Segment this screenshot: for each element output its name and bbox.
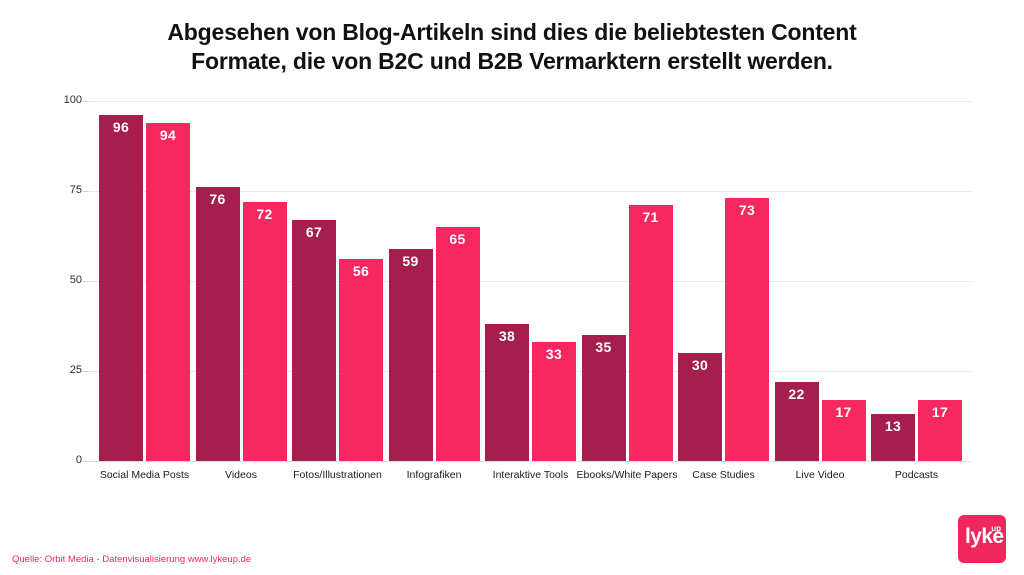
gridline-25 <box>88 371 971 372</box>
y-tick-mark-0 <box>83 461 89 462</box>
x-axis-label-1: Videos <box>225 469 257 481</box>
bar-value-label: 35 <box>595 339 612 355</box>
bar-b2b-0[interactable]: 94 <box>146 122 190 461</box>
lyke-logo: lyke up <box>958 515 1006 563</box>
bar-value-label: 71 <box>642 209 659 226</box>
y-axis-label-0: 0 <box>75 454 82 466</box>
y-axis-label-100: 100 <box>63 94 82 106</box>
bar-value-label: 67 <box>305 223 323 240</box>
y-tick-mark-25 <box>83 371 89 372</box>
title-line-2: Formate, die von B2C und B2B Vermarktern… <box>191 48 833 74</box>
bar-b2c-0[interactable]: 96 <box>99 115 143 461</box>
bar-value-label: 65 <box>449 231 466 247</box>
bar-b2b-8[interactable]: 17 <box>918 399 962 461</box>
bar-value-label: 17 <box>835 403 852 420</box>
y-axis-label-75: 75 <box>69 184 82 196</box>
bar-b2b-3[interactable]: 65 <box>435 227 480 461</box>
source-note: Quelle: Orbit Media - Datenvisualisierun… <box>12 554 252 565</box>
bar-b2b-5[interactable]: 71 <box>628 205 673 461</box>
gridline-100 <box>88 101 971 102</box>
bar-value-label: 72 <box>256 205 273 222</box>
bar-b2c-5[interactable]: 35 <box>581 335 626 461</box>
y-axis-label-50: 50 <box>69 274 82 286</box>
bar-b2b-2[interactable]: 56 <box>339 259 383 461</box>
bar-value-label: 76 <box>209 191 226 208</box>
bar-b2b-1[interactable]: 72 <box>242 201 287 461</box>
bar-value-label: 94 <box>159 126 177 143</box>
bar-value-label: 13 <box>884 418 902 435</box>
bar-b2c-8[interactable]: 13 <box>871 414 915 461</box>
bar-value-label: 59 <box>402 252 419 269</box>
bar-b2b-7[interactable]: 17 <box>821 399 866 461</box>
gridline-75 <box>88 191 971 192</box>
bar-b2c-1[interactable]: 76 <box>195 187 240 461</box>
bar-value-label: 56 <box>352 263 370 280</box>
x-axis-label-2: Fotos/Illustrationen <box>293 469 382 481</box>
y-axis-label-25: 25 <box>69 364 82 376</box>
title-line-1: Abgesehen von Blog-Artikeln sind dies di… <box>167 19 857 45</box>
bar-b2b-6[interactable]: 73 <box>725 198 769 461</box>
bar-b2c-6[interactable]: 30 <box>678 353 722 461</box>
bar-value-label: 22 <box>788 385 805 402</box>
bar-b2c-3[interactable]: 59 <box>388 248 433 461</box>
y-tick-mark-50 <box>83 281 89 282</box>
gridline-50 <box>88 281 971 282</box>
y-tick-mark-100 <box>83 101 89 102</box>
bar-b2b-4[interactable]: 33 <box>532 342 576 461</box>
bar-value-label: 33 <box>545 346 563 363</box>
x-axis-label-0: Social Media Posts <box>99 469 190 481</box>
page-title: Abgesehen von Blog-Artikeln sind dies di… <box>90 18 934 76</box>
bar-b2c-4[interactable]: 38 <box>485 324 529 461</box>
x-axis-label-8: Podcasts <box>894 469 939 481</box>
x-axis-label-4: Interaktive Tools <box>492 469 569 481</box>
bar-value-label: 17 <box>931 403 949 420</box>
y-tick-mark-75 <box>83 191 89 192</box>
bar-value-label: 30 <box>691 357 709 373</box>
x-axis-label-7: Live Video <box>795 469 845 481</box>
bar-value-label: 73 <box>738 202 756 219</box>
x-axis-label-5: Ebooks/White Papers <box>576 469 678 481</box>
bar-b2c-2[interactable]: 67 <box>292 219 336 461</box>
bar-value-label: 38 <box>498 328 516 345</box>
bar-value-label: 96 <box>112 119 130 136</box>
chart-plot-area: 0 25 50 75 100 96 94 76 72 67 56 59 65 38 33 35 71 30 73 2… <box>63 94 971 481</box>
bar-b2c-7[interactable]: 22 <box>774 381 819 461</box>
gridline-0 <box>88 461 971 462</box>
x-axis-label-3: Infografiken <box>406 469 462 481</box>
logo-superscript: up <box>991 524 1001 533</box>
logo-wordmark: lyke <box>965 525 1004 548</box>
x-axis-label-6: Case Studies <box>692 469 755 481</box>
